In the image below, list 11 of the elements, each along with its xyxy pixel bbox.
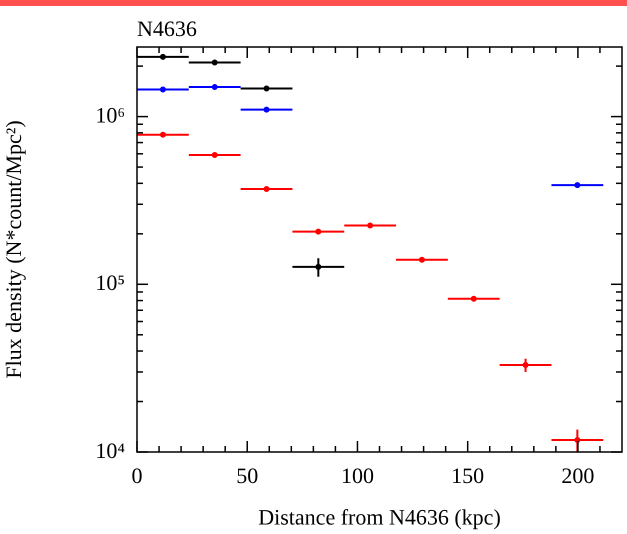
x-tick-label: 200: [561, 462, 594, 488]
chart-title: N4636: [137, 16, 197, 41]
x-tick-label: 100: [340, 462, 374, 488]
x-tick-label: 0: [132, 462, 142, 488]
y-tick-label: 10⁴: [95, 438, 126, 463]
y-tick-label: 10⁶: [95, 102, 125, 128]
x-tick-label: 50: [236, 462, 258, 488]
y-tick-label: 10⁵: [95, 270, 125, 296]
x-axis-title: Distance from N4636 (kpc): [258, 504, 501, 530]
y-axis-title: Flux density (N*count/Mpc²): [0, 120, 26, 379]
x-tick-label: 150: [451, 462, 484, 488]
